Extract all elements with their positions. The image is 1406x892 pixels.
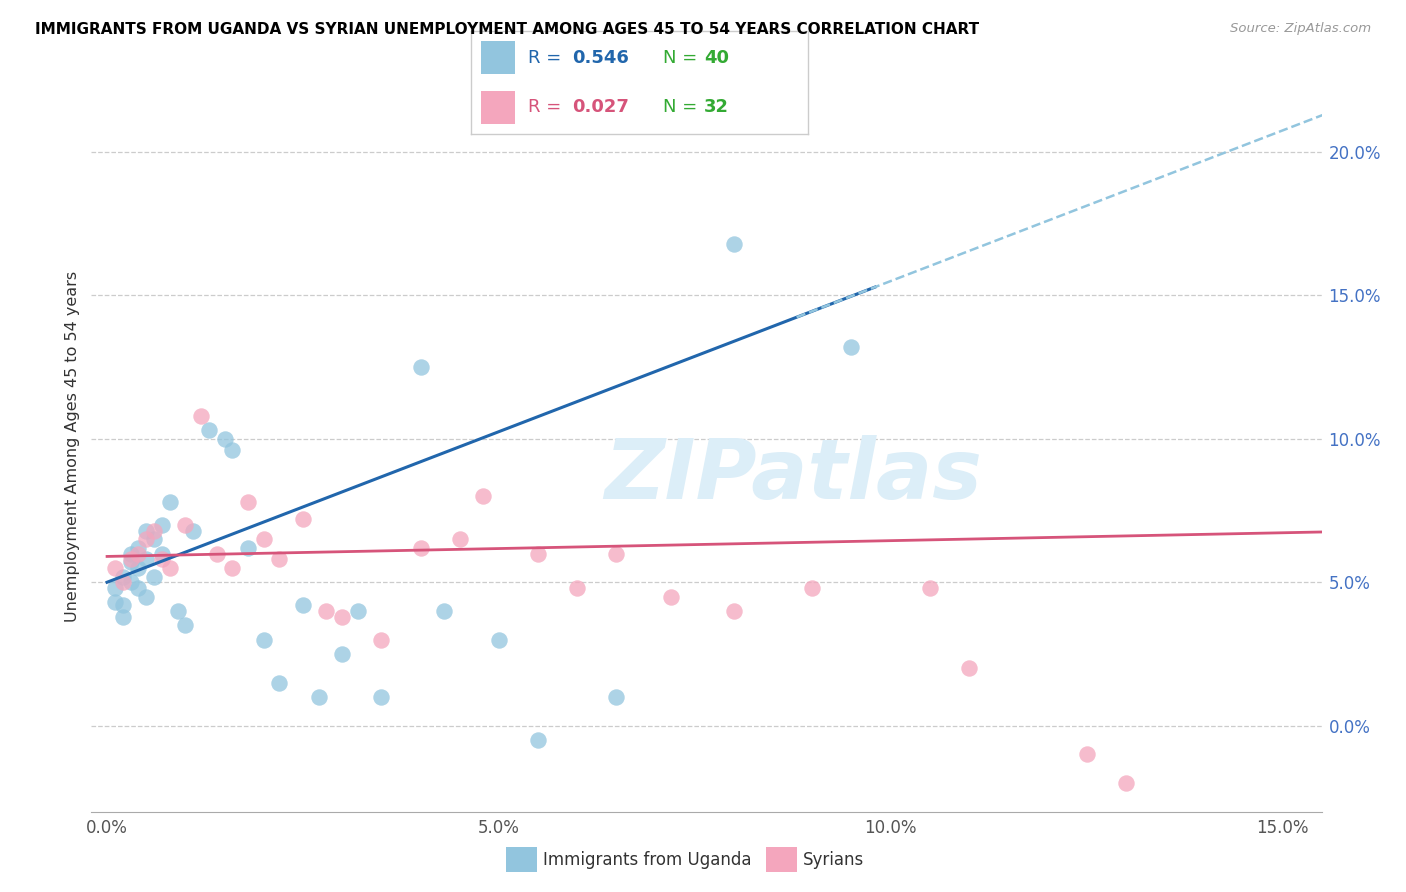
Point [150, 552, 173, 566]
Text: ZIPatlas: ZIPatlas [603, 434, 981, 516]
Point [433, 604, 456, 618]
Point [472, 489, 495, 503]
Point [104, 561, 127, 575]
Point [120, 547, 142, 561]
Point [723, 604, 745, 618]
Point [127, 547, 149, 561]
Point [567, 581, 589, 595]
Point [104, 581, 127, 595]
Text: N =: N = [664, 98, 703, 116]
Point [221, 561, 243, 575]
Point [159, 561, 181, 575]
Point [370, 632, 392, 647]
Point [127, 581, 149, 595]
Point [135, 524, 157, 538]
Point [330, 647, 353, 661]
Point [449, 533, 471, 547]
Bar [481, 42, 515, 74]
Point [166, 604, 188, 618]
Point [236, 495, 259, 509]
Point [1076, 747, 1098, 762]
Point [253, 533, 276, 547]
Bar [481, 91, 515, 124]
Point [346, 604, 368, 618]
Point [659, 590, 682, 604]
Point [135, 590, 157, 604]
Text: IMMIGRANTS FROM UGANDA VS SYRIAN UNEMPLOYMENT AMONG AGES 45 TO 54 YEARS CORRELAT: IMMIGRANTS FROM UGANDA VS SYRIAN UNEMPLO… [35, 22, 979, 37]
Point [488, 632, 510, 647]
Point [135, 552, 157, 566]
Point [120, 555, 142, 569]
Point [111, 609, 134, 624]
Text: 0.546: 0.546 [572, 49, 628, 67]
Point [127, 541, 149, 555]
Point [801, 581, 824, 595]
Point [120, 575, 142, 590]
Point [221, 443, 243, 458]
Point [291, 598, 314, 612]
Point [135, 533, 157, 547]
Point [150, 547, 173, 561]
Point [605, 547, 627, 561]
Point [143, 569, 166, 583]
Point [1115, 776, 1137, 790]
Text: 32: 32 [704, 98, 728, 116]
Point [605, 690, 627, 704]
Point [174, 517, 197, 532]
Text: Immigrants from Uganda: Immigrants from Uganda [543, 851, 751, 869]
Point [291, 512, 314, 526]
Point [253, 632, 276, 647]
Point [127, 561, 149, 575]
Point [409, 541, 432, 555]
Point [174, 618, 197, 632]
Text: Source: ZipAtlas.com: Source: ZipAtlas.com [1230, 22, 1371, 36]
Point [236, 541, 259, 555]
Point [143, 524, 166, 538]
Text: 0.027: 0.027 [572, 98, 628, 116]
Point [370, 690, 392, 704]
Y-axis label: Unemployment Among Ages 45 to 54 years: Unemployment Among Ages 45 to 54 years [65, 270, 80, 622]
Point [957, 661, 980, 675]
Point [181, 524, 204, 538]
Point [918, 581, 941, 595]
Point [527, 733, 550, 747]
Text: N =: N = [664, 49, 703, 67]
Point [527, 547, 550, 561]
Point [111, 569, 134, 583]
Point [190, 409, 212, 423]
Point [315, 604, 337, 618]
Point [159, 495, 181, 509]
Text: R =: R = [529, 49, 568, 67]
Point [143, 533, 166, 547]
Point [150, 517, 173, 532]
Text: Syrians: Syrians [803, 851, 865, 869]
Point [120, 552, 142, 566]
Point [841, 340, 863, 354]
Point [104, 595, 127, 609]
Point [723, 236, 745, 251]
Point [269, 675, 291, 690]
Text: R =: R = [529, 98, 568, 116]
Point [205, 547, 228, 561]
Point [330, 609, 353, 624]
Text: 40: 40 [704, 49, 728, 67]
Point [111, 575, 134, 590]
Point [198, 423, 221, 437]
Point [269, 552, 291, 566]
Point [111, 598, 134, 612]
Point [214, 432, 236, 446]
Point [409, 360, 432, 375]
Point [308, 690, 330, 704]
